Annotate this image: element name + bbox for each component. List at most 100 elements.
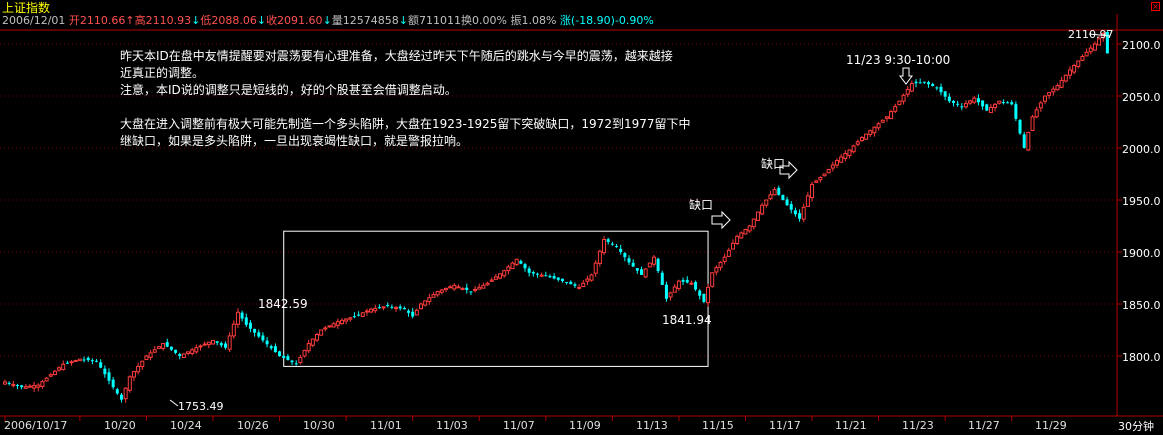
gap-label: 缺口 — [761, 157, 786, 171]
candle-body — [331, 323, 336, 328]
candle-body — [1055, 85, 1060, 91]
candle — [556, 277, 560, 282]
candle-body — [1084, 51, 1089, 57]
candle — [169, 346, 173, 351]
candle — [465, 283, 469, 294]
candle-body — [818, 176, 823, 181]
info-low: 低2088.06 — [200, 14, 257, 27]
candle — [273, 343, 277, 353]
candle — [327, 325, 332, 328]
candle — [581, 280, 586, 288]
candle — [443, 287, 448, 293]
candle — [456, 284, 461, 289]
candle — [859, 136, 864, 142]
candle — [190, 347, 195, 356]
candle-body — [651, 256, 656, 265]
candle-body — [981, 100, 985, 107]
candle-body — [789, 203, 793, 210]
candle-body — [394, 307, 399, 310]
candle — [1022, 131, 1026, 149]
right-arrow-icon — [779, 160, 798, 180]
candle-body — [215, 341, 219, 343]
candle-body — [1022, 134, 1026, 148]
candle-body — [298, 356, 303, 364]
close-icon[interactable]: × — [1151, 2, 1160, 11]
candle-body — [178, 354, 182, 356]
candle — [460, 287, 465, 291]
candle — [905, 86, 910, 98]
candle-body — [194, 347, 199, 353]
candle-body — [327, 325, 332, 328]
candle-body — [286, 356, 290, 361]
candle-body — [77, 358, 82, 362]
candle — [1092, 41, 1097, 51]
candle-body — [190, 349, 195, 354]
candle-body — [443, 287, 448, 291]
candle — [319, 329, 324, 336]
candle-body — [265, 340, 269, 345]
info-amount: 额711011 — [408, 14, 461, 27]
candle-body — [731, 242, 735, 250]
candle-body — [1051, 88, 1056, 93]
candle-body — [672, 286, 677, 293]
candle — [1051, 86, 1056, 96]
candle-body — [144, 355, 149, 361]
candle-body — [943, 91, 947, 97]
commentary-line: 近真正的调整。 — [120, 66, 205, 80]
x-tick-label: 11/29 — [1035, 419, 1067, 432]
candle-body — [1010, 102, 1014, 105]
candle — [985, 103, 989, 112]
candle — [889, 109, 894, 120]
candle — [493, 274, 498, 280]
candle — [643, 268, 648, 279]
candle — [377, 304, 381, 309]
candle-body — [997, 100, 1002, 104]
candle-body — [859, 137, 864, 142]
candle — [1014, 101, 1018, 122]
x-tick-label: 11/23 — [902, 419, 934, 432]
candle — [1030, 114, 1035, 132]
candle-body — [698, 290, 702, 296]
candle-body — [435, 291, 440, 296]
candle — [1084, 48, 1089, 57]
candle — [227, 332, 232, 353]
candle-body — [681, 280, 685, 282]
candle — [785, 196, 789, 207]
candle — [735, 234, 740, 246]
candle — [956, 100, 960, 107]
candle-body — [407, 310, 411, 313]
candle-body — [473, 288, 478, 291]
candle — [198, 344, 203, 351]
candle — [830, 161, 835, 172]
period-selector[interactable]: 30分钟 — [1118, 420, 1154, 433]
candle — [452, 283, 457, 291]
candle-body — [976, 98, 980, 103]
candle — [140, 360, 145, 370]
candle — [1063, 74, 1068, 83]
candle-body — [552, 276, 556, 279]
candle — [310, 338, 315, 348]
candle — [868, 129, 873, 138]
candle-body — [826, 168, 831, 174]
commentary-line: 注意，本ID说的调整只是短线的，好的个股甚至会借调整启动。 — [120, 83, 457, 97]
candle-body — [531, 272, 535, 274]
candle — [544, 271, 548, 277]
candle — [1080, 54, 1085, 62]
candle-body — [107, 372, 111, 381]
candle-body — [95, 360, 99, 362]
candle-body — [764, 199, 769, 206]
candle-body — [273, 346, 277, 353]
grid-lines — [0, 14, 1163, 421]
candle — [560, 278, 564, 283]
candle — [772, 186, 777, 196]
candle-body — [747, 225, 752, 232]
candle — [206, 341, 211, 349]
candle — [414, 308, 419, 316]
candle-body — [219, 343, 223, 346]
annotation-marks — [169, 33, 1111, 407]
candle-body — [48, 374, 53, 377]
candle — [864, 133, 869, 140]
low-point-label: 1753.49 — [178, 400, 224, 413]
candle-body — [231, 323, 236, 337]
candle — [211, 339, 215, 345]
